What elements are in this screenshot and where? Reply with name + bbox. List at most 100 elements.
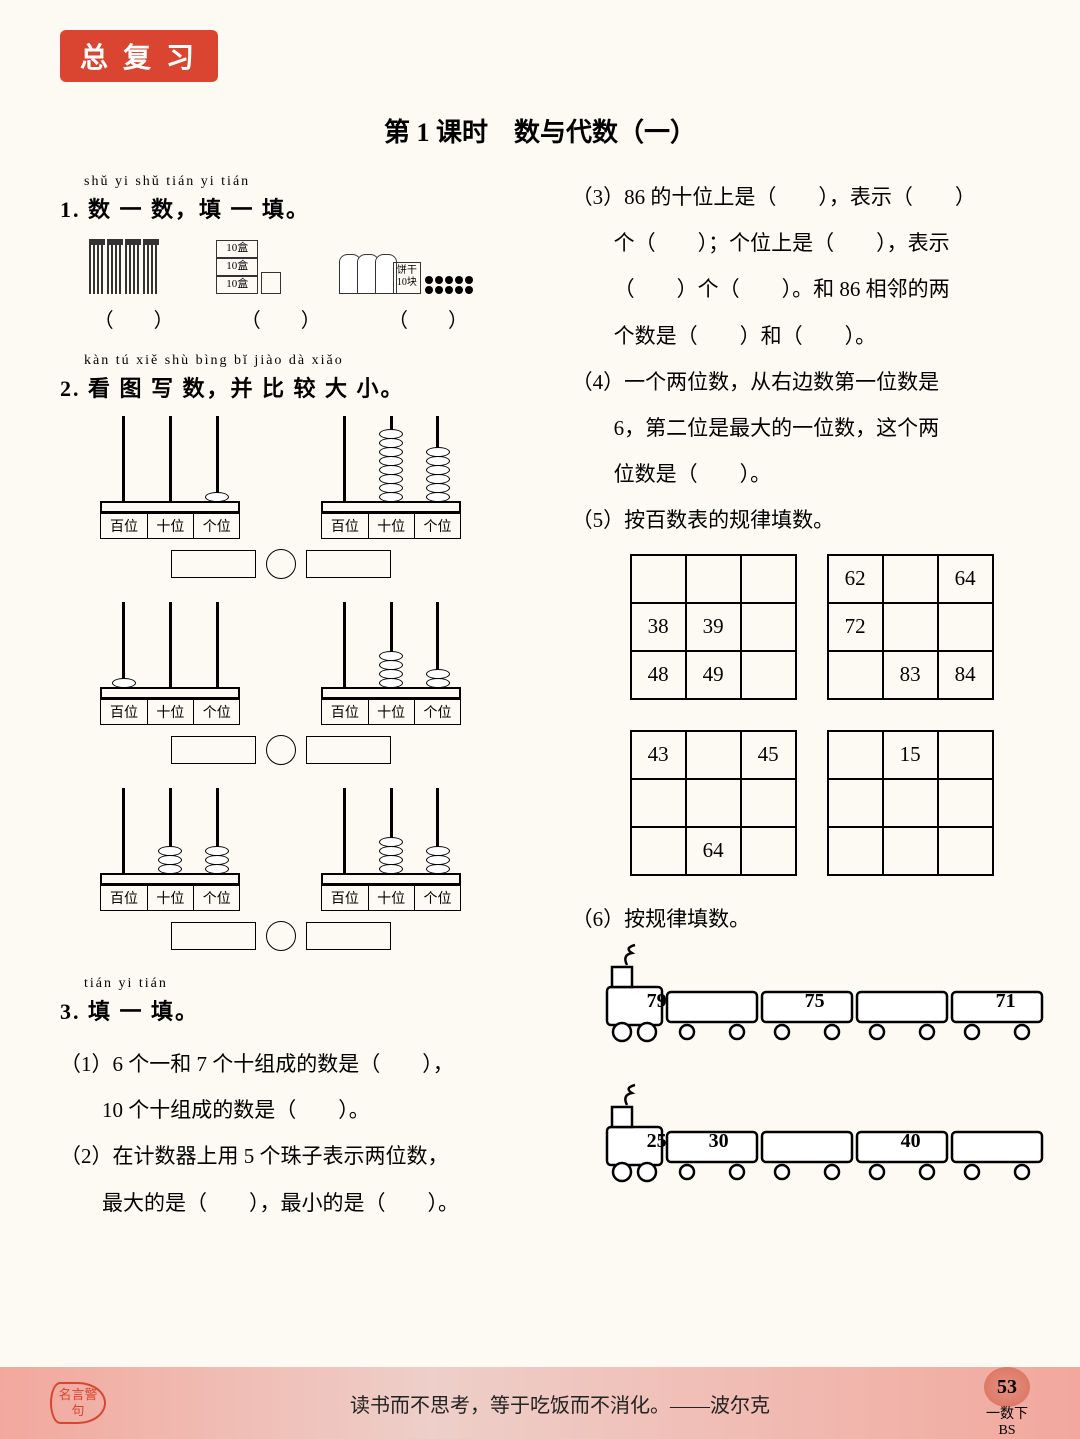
q3-3: （3）86 的十位上是（ ），表示（ ） 个（ ）；个位上是（ ），表示 （ ）… <box>572 174 1052 359</box>
abacus: 百位十位个位 <box>100 790 240 911</box>
abacus: 百位十位个位 <box>100 418 240 539</box>
grid-cell <box>883 779 938 827</box>
footer-quote: 读书而不思考，等于吃饭而不消化。——波尔克 <box>136 1389 984 1418</box>
hundred-grid: 15 <box>827 730 994 876</box>
grid-cell <box>686 731 741 779</box>
q1-images-row: 10盒 10盒 10盒 饼干10块 <box>60 239 502 294</box>
q1-answer-row: （ ） （ ） （ ） <box>60 304 502 333</box>
hundred-grid: 38394849 <box>630 554 797 700</box>
answer-box <box>171 550 256 578</box>
train-1: 79 75 71 <box>572 942 1052 1052</box>
train2-car0: 25 <box>627 1130 687 1153</box>
question-2: kàn tú xiě shù bìng bǐ jiào dà xiǎo 2. 看… <box>60 353 502 951</box>
grid-cell <box>828 779 883 827</box>
worksheet-page: 总 复 习 第 1 课时 数与代数（一） shǔ yi shǔ tián yi … <box>0 0 1080 1439</box>
q3-6-label: （6）按规律填数。 <box>572 896 1052 942</box>
right-column: （3）86 的十位上是（ ），表示（ ） 个（ ）；个位上是（ ），表示 （ ）… <box>572 174 1052 1246</box>
compare-row <box>60 735 502 765</box>
grid-cell <box>741 827 796 875</box>
grid-cell: 84 <box>938 651 993 699</box>
grid-cell: 49 <box>686 651 741 699</box>
footer-seal: 名言警句 <box>50 1382 106 1424</box>
answer-box <box>306 736 391 764</box>
q3-2: （2）在计数器上用 5 个珠子表示两位数， 最大的是（ ），最小的是（ ）。 <box>60 1133 502 1225</box>
q1-text: 1. 数 一 数，填 一 填。 <box>60 192 502 224</box>
grid-cell <box>938 779 993 827</box>
grid-cell <box>883 555 938 603</box>
grid-cell: 43 <box>631 731 686 779</box>
grid-cell <box>741 779 796 827</box>
grid-cell <box>741 651 796 699</box>
abacus: 百位十位个位 <box>321 418 461 539</box>
grid-cell <box>686 779 741 827</box>
sticks-item <box>89 239 159 294</box>
comparison-circle <box>266 921 296 951</box>
pinyin-q2: kàn tú xiě shù bìng bǐ jiào dà xiǎo <box>84 353 502 369</box>
grid-cell <box>938 603 993 651</box>
abacus: 百位十位个位 <box>321 604 461 725</box>
blank-paren: （ ） <box>241 304 321 333</box>
grid-cell <box>938 731 993 779</box>
abacus: 百位十位个位 <box>321 790 461 911</box>
grid-cell <box>741 603 796 651</box>
grid-cell: 64 <box>938 555 993 603</box>
edition-code: BS <box>984 1423 1030 1439</box>
chapter-tag: 总 复 习 <box>60 30 218 82</box>
grid-cell <box>631 555 686 603</box>
q3-1: （1）6 个一和 7 个十组成的数是（ ）， 10 个十组成的数是（ ）。 <box>60 1041 502 1133</box>
q2-text: 2. 看 图 写 数，并 比 较 大 小。 <box>60 371 502 403</box>
compare-row <box>60 549 502 579</box>
lesson-title: 第 1 课时 数与代数（一） <box>60 112 1020 149</box>
train1-car0: 79 <box>627 990 687 1013</box>
grid-cell: 45 <box>741 731 796 779</box>
train1-car4: 71 <box>976 990 1036 1013</box>
train2-car3: 40 <box>881 1130 941 1153</box>
grid-cell: 39 <box>686 603 741 651</box>
grid-cell: 83 <box>883 651 938 699</box>
answer-box <box>171 922 256 950</box>
q3-4: （4）一个两位数，从右边数第一位数是 6，第二位是最大的一位数，这个两 位数是（… <box>572 359 1052 498</box>
grid-cell: 62 <box>828 555 883 603</box>
book-code: 一数下 <box>984 1407 1030 1423</box>
train1-car2: 75 <box>785 990 845 1013</box>
answer-box <box>171 736 256 764</box>
hundred-grid: 62 64 728384 <box>827 554 994 700</box>
compare-row <box>60 921 502 951</box>
train-2: 25 30 40 <box>572 1082 1052 1192</box>
footer-pageinfo: 53 一数下 BS <box>984 1367 1030 1439</box>
grid-cell <box>938 827 993 875</box>
grid-cell <box>883 603 938 651</box>
grid-cell: 15 <box>883 731 938 779</box>
grid-cell: 48 <box>631 651 686 699</box>
abacus-pair: 百位十位个位百位十位个位 <box>60 604 502 725</box>
question-1: shǔ yi shǔ tián yi tián 1. 数 一 数，填 一 填。 … <box>60 174 502 333</box>
grid-cell <box>631 779 686 827</box>
pinyin-q3: tián yi tián <box>84 976 502 992</box>
hundred-grid: 43 4564 <box>630 730 797 876</box>
page-footer: 名言警句 读书而不思考，等于吃饭而不消化。——波尔克 53 一数下 BS <box>0 1367 1080 1439</box>
blank-paren: （ ） <box>94 304 174 333</box>
train2-car1: 30 <box>689 1130 749 1153</box>
grid-cell <box>686 555 741 603</box>
grid-cell <box>741 555 796 603</box>
abacus-pair: 百位十位个位百位十位个位 <box>60 790 502 911</box>
abacus: 百位十位个位 <box>100 604 240 725</box>
hundred-grids: 38394849626472838443456415 <box>572 554 1052 876</box>
answer-box <box>306 550 391 578</box>
abacus-container: 百位十位个位百位十位个位百位十位个位百位十位个位百位十位个位百位十位个位 <box>60 418 502 951</box>
grid-cell <box>828 827 883 875</box>
grid-cell <box>828 731 883 779</box>
grid-cell <box>631 827 686 875</box>
two-column-layout: shǔ yi shǔ tián yi tián 1. 数 一 数，填 一 填。 … <box>60 174 1020 1246</box>
grid-cell: 38 <box>631 603 686 651</box>
boxes-item: 10盒 10盒 10盒 <box>216 240 281 294</box>
grid-cell: 72 <box>828 603 883 651</box>
blank-paren: （ ） <box>388 304 468 333</box>
answer-box <box>306 922 391 950</box>
q3-text: 3. 填 一 填。 <box>60 994 502 1026</box>
grid-cell: 64 <box>686 827 741 875</box>
abacus-pair: 百位十位个位百位十位个位 <box>60 418 502 539</box>
left-column: shǔ yi shǔ tián yi tián 1. 数 一 数，填 一 填。 … <box>60 174 502 1246</box>
q3-5-label: （5）按百数表的规律填数。 <box>572 497 1052 543</box>
grid-cell <box>828 651 883 699</box>
